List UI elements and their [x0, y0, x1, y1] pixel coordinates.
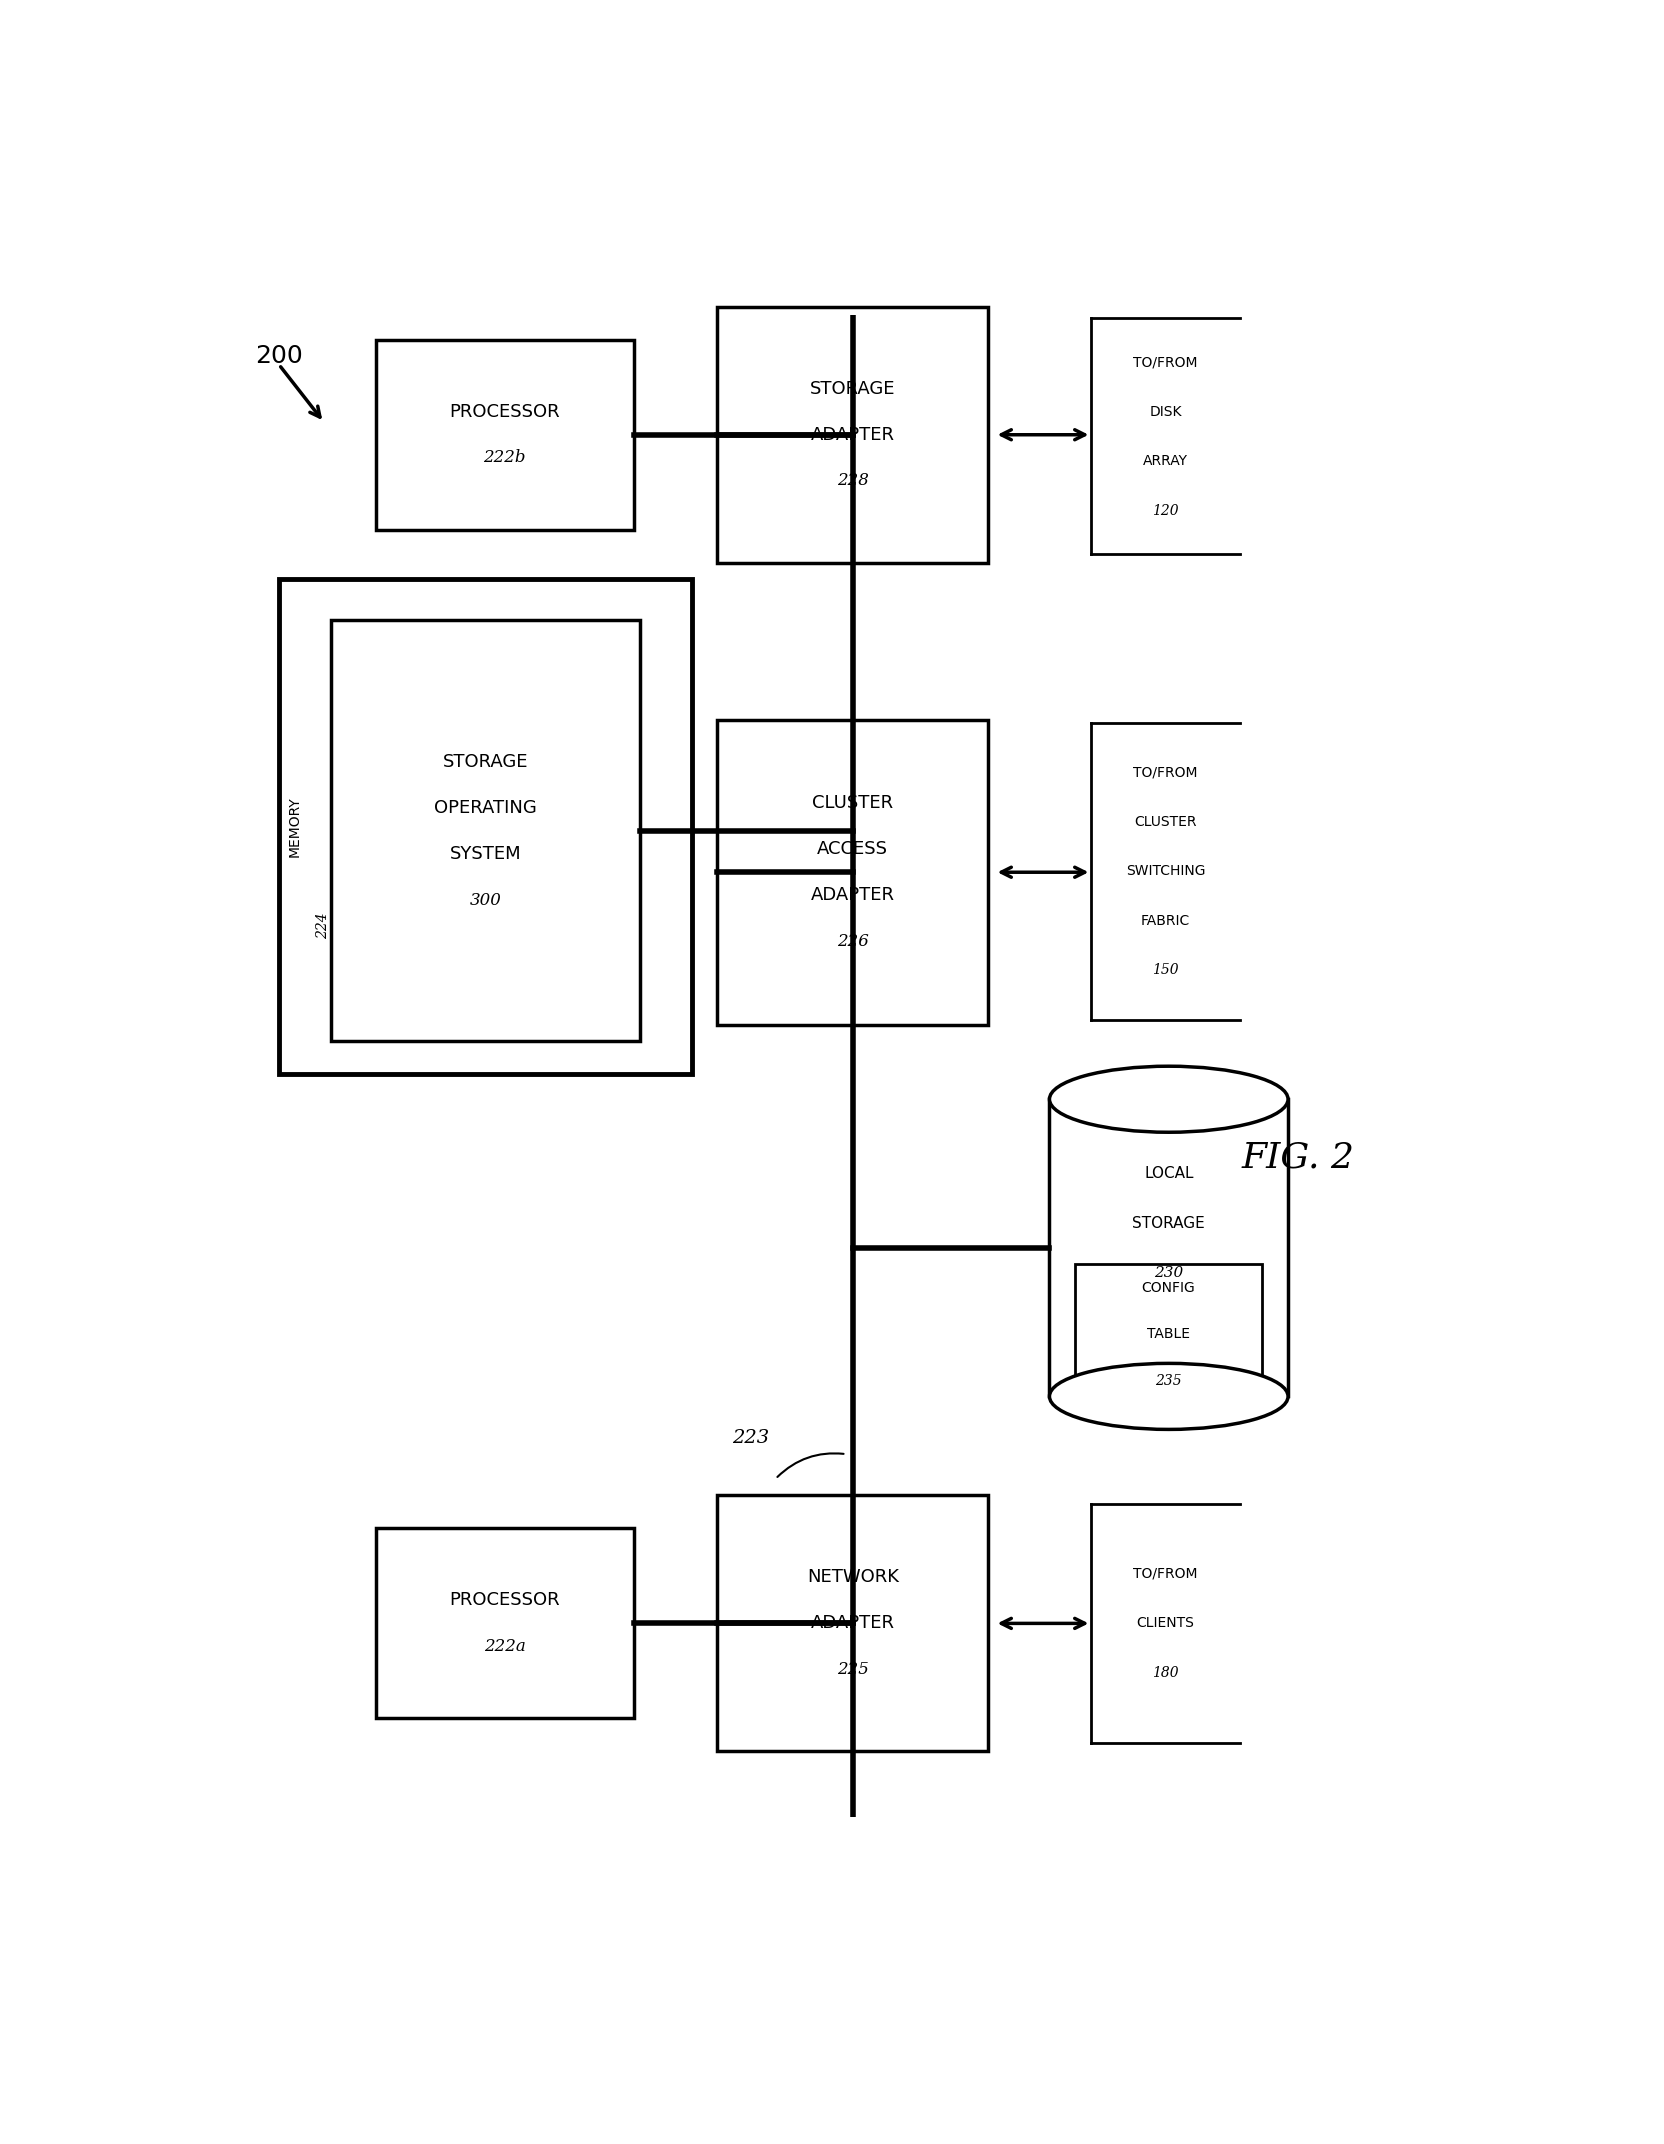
Text: 228: 228 [837, 472, 869, 489]
Text: ACCESS: ACCESS [817, 840, 889, 858]
Text: 180: 180 [1151, 1666, 1178, 1681]
Text: ADAPTER: ADAPTER [810, 885, 895, 905]
Ellipse shape [1050, 1364, 1288, 1430]
Bar [280, 579, 692, 1074]
Text: NETWORK: NETWORK [807, 1567, 899, 1587]
Bar [717, 1497, 988, 1752]
Text: STORAGE: STORAGE [443, 753, 527, 770]
Text: CLUSTER: CLUSTER [812, 793, 894, 813]
Text: 222a: 222a [484, 1638, 526, 1655]
Text: ADAPTER: ADAPTER [810, 1614, 895, 1632]
Text: ARRAY: ARRAY [1143, 455, 1188, 467]
Text: CONFIG: CONFIG [1142, 1282, 1195, 1295]
Bar [717, 307, 988, 562]
Text: 222b: 222b [483, 450, 526, 467]
Text: LOCAL: LOCAL [1145, 1166, 1193, 1181]
Text: SWITCHING: SWITCHING [1127, 864, 1205, 879]
Text: 226: 226 [837, 933, 869, 950]
Text: STORAGE: STORAGE [810, 379, 895, 397]
Text: FABRIC: FABRIC [1142, 913, 1190, 928]
Bar [717, 720, 988, 1025]
Text: 225: 225 [837, 1662, 869, 1679]
Text: 235: 235 [1155, 1374, 1181, 1387]
Text: TABLE: TABLE [1146, 1327, 1190, 1342]
Text: 223: 223 [732, 1428, 769, 1447]
Bar [376, 1529, 634, 1717]
Text: TO/FROM: TO/FROM [1133, 356, 1198, 369]
Text: 230: 230 [1155, 1265, 1183, 1280]
Text: TO/FROM: TO/FROM [1133, 765, 1198, 780]
Ellipse shape [1050, 1066, 1288, 1132]
Bar [331, 620, 641, 1042]
Text: DISK: DISK [1150, 405, 1181, 418]
Text: MEMORY: MEMORY [288, 795, 301, 858]
Text: PROCESSOR: PROCESSOR [449, 1591, 559, 1610]
Text: 300: 300 [469, 892, 501, 909]
Bar [376, 341, 634, 530]
Text: 120: 120 [1151, 504, 1178, 517]
Text: CLUSTER: CLUSTER [1135, 815, 1196, 830]
Text: CLIENTS: CLIENTS [1137, 1617, 1195, 1629]
Text: STORAGE: STORAGE [1133, 1216, 1205, 1231]
Text: FIG. 2: FIG. 2 [1241, 1141, 1354, 1175]
Text: TO/FROM: TO/FROM [1133, 1567, 1198, 1580]
Text: 224: 224 [316, 913, 329, 939]
Text: 150: 150 [1151, 963, 1178, 978]
Text: SYSTEM: SYSTEM [449, 845, 521, 864]
Text: 200: 200 [255, 345, 303, 369]
Text: OPERATING: OPERATING [434, 800, 536, 817]
Text: PROCESSOR: PROCESSOR [449, 403, 559, 420]
Bar [1075, 1265, 1261, 1404]
Text: ADAPTER: ADAPTER [810, 427, 895, 444]
